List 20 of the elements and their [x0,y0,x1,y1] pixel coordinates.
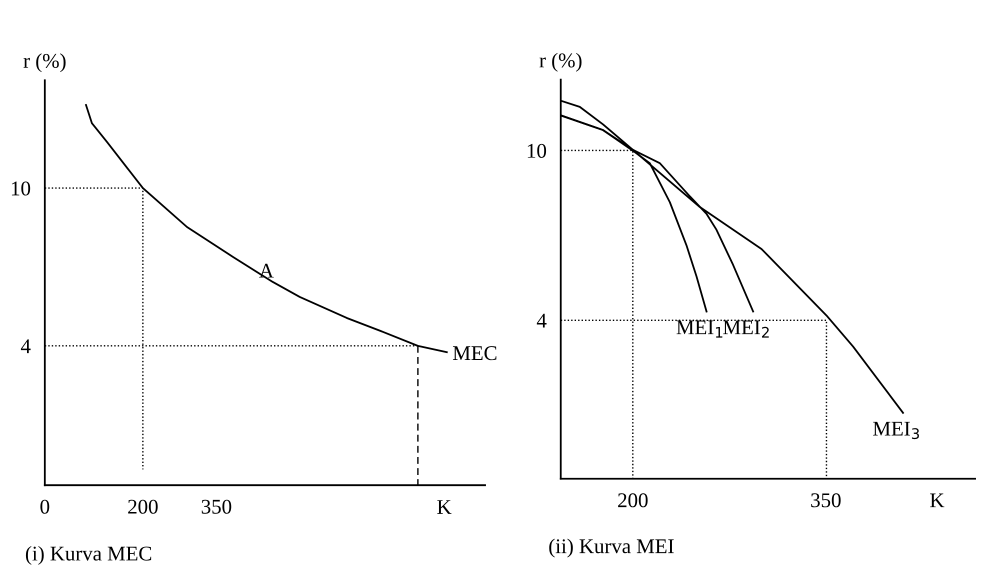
y-tick-label: 10 [12,181,30,196]
series-label: MEI$_{1}$ [676,320,722,338]
text: (i) Kurva MEC [26,546,152,565]
annotation: A [259,264,274,278]
x-axis-title: K [930,494,944,508]
x-tick-label: 200 [128,500,158,514]
x-axis-title: K [437,500,452,514]
text: (ii) Kurva MEI [549,538,674,558]
y-tick-label: 4 [20,339,31,354]
x-tick-label: 200 [618,493,648,508]
x-tick-label: 350 [811,493,841,508]
y-axis-title: r (%) [24,53,66,72]
x-tick-label: 0 [40,500,50,514]
series-label: MEI$_{3}$ [873,422,919,440]
y-tick-label: 10 [528,144,546,158]
y-tick-label: 4 [536,314,547,328]
series-label: MEI$_{2}$ [723,320,769,338]
x-tick-label: 350 [202,500,232,514]
series-label: MEC [452,346,496,360]
y-axis-title: r (%) [539,52,582,72]
